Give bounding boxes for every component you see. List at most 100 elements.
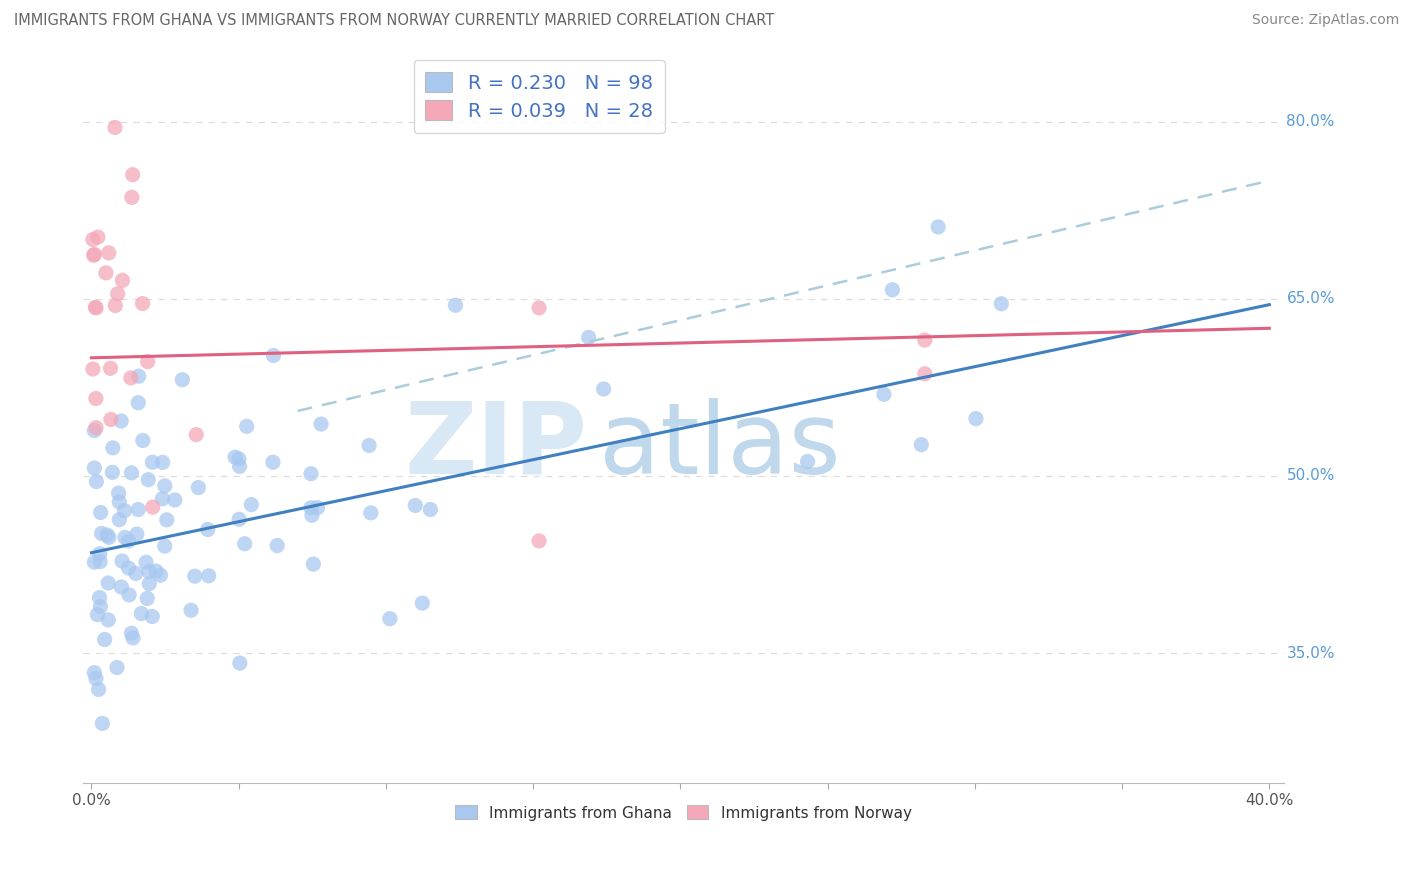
Point <box>180 603 202 617</box>
Point <box>117 533 139 548</box>
Point <box>110 414 132 428</box>
Point <box>89 547 111 561</box>
Point <box>96 528 118 542</box>
Point <box>83 424 105 438</box>
Point <box>141 455 163 469</box>
Point <box>110 580 132 594</box>
Point <box>145 564 167 578</box>
Point <box>197 523 219 537</box>
Point <box>84 392 107 406</box>
Point <box>91 716 114 731</box>
Point <box>121 466 143 480</box>
Point <box>101 441 124 455</box>
Point <box>578 330 600 344</box>
Text: 50.0%: 50.0% <box>1286 468 1334 483</box>
Point <box>100 412 122 426</box>
Point <box>120 371 142 385</box>
Point <box>910 437 932 451</box>
Point <box>90 526 112 541</box>
Point <box>136 591 159 606</box>
Point <box>121 168 143 182</box>
Point <box>118 588 141 602</box>
Point <box>228 512 250 526</box>
Point <box>299 467 322 481</box>
Point <box>299 500 322 515</box>
Point <box>233 537 256 551</box>
Point <box>82 233 104 247</box>
Point <box>86 607 108 622</box>
Point <box>97 576 120 591</box>
Text: 80.0%: 80.0% <box>1286 114 1334 129</box>
Point <box>97 613 120 627</box>
Point <box>132 434 155 448</box>
Point <box>83 555 105 569</box>
Point <box>156 513 179 527</box>
Point <box>444 298 467 312</box>
Point <box>301 508 323 523</box>
Text: ZIP: ZIP <box>405 398 588 495</box>
Text: IMMIGRANTS FROM GHANA VS IMMIGRANTS FROM NORWAY CURRENTLY MARRIED CORRELATION CH: IMMIGRANTS FROM GHANA VS IMMIGRANTS FROM… <box>14 13 775 29</box>
Point <box>882 283 904 297</box>
Point <box>378 612 401 626</box>
Point <box>93 632 115 647</box>
Point <box>114 530 136 544</box>
Point <box>359 438 381 452</box>
Point <box>131 296 153 310</box>
Point <box>235 419 257 434</box>
Point <box>224 450 246 464</box>
Point <box>97 530 120 544</box>
Point <box>83 248 105 262</box>
Point <box>309 417 332 431</box>
Point <box>87 682 110 697</box>
Point <box>111 273 134 287</box>
Point <box>125 527 148 541</box>
Point <box>163 493 186 508</box>
Point <box>302 557 325 571</box>
Point <box>411 596 433 610</box>
Point <box>914 333 936 347</box>
Point <box>136 473 159 487</box>
Point <box>108 513 131 527</box>
Point <box>121 190 143 204</box>
Point <box>128 369 150 384</box>
Point <box>152 491 174 506</box>
Point <box>240 498 263 512</box>
Point <box>82 362 104 376</box>
Point <box>527 301 550 315</box>
Point <box>796 454 818 468</box>
Point <box>263 349 285 363</box>
Point <box>97 246 120 260</box>
Point <box>127 502 149 516</box>
Text: 65.0%: 65.0% <box>1286 291 1334 306</box>
Point <box>419 502 441 516</box>
Point <box>83 461 105 475</box>
Point <box>101 466 124 480</box>
Point <box>83 247 105 261</box>
Point <box>104 120 127 135</box>
Point <box>138 565 160 579</box>
Point <box>197 569 219 583</box>
Point <box>187 481 209 495</box>
Point <box>153 539 176 553</box>
Point <box>117 561 139 575</box>
Point <box>107 286 129 301</box>
Legend: Immigrants from Ghana, Immigrants from Norway: Immigrants from Ghana, Immigrants from N… <box>449 799 918 827</box>
Point <box>142 500 165 515</box>
Point <box>114 503 136 517</box>
Point <box>86 475 108 489</box>
Point <box>360 506 382 520</box>
Point <box>228 452 250 467</box>
Point <box>262 455 284 469</box>
Point <box>152 455 174 469</box>
Point <box>84 672 107 686</box>
Point <box>84 301 107 315</box>
Point <box>84 420 107 434</box>
Point <box>965 411 987 425</box>
Point <box>186 427 208 442</box>
Point <box>927 219 949 234</box>
Text: Source: ZipAtlas.com: Source: ZipAtlas.com <box>1251 13 1399 28</box>
Point <box>914 367 936 381</box>
Point <box>90 506 112 520</box>
Point <box>84 301 107 315</box>
Point <box>141 609 163 624</box>
